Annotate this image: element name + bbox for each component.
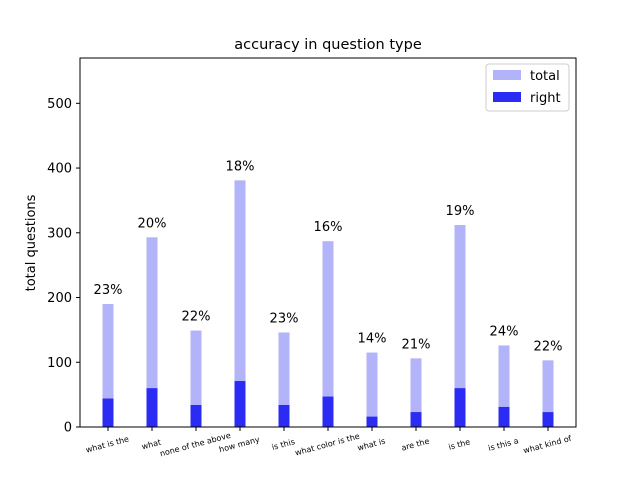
bar-right-1	[146, 388, 158, 427]
bar-right-8	[454, 388, 466, 427]
y-tick-label-5: 500	[47, 97, 72, 112]
legend-swatch-total	[493, 70, 521, 80]
data-label-3: 18%	[226, 159, 255, 174]
legend-swatch-right	[493, 92, 521, 102]
y-tick-label-1: 100	[47, 356, 72, 371]
chart-title: accuracy in question type	[234, 37, 422, 53]
bar-total-3	[234, 180, 246, 427]
bar-right-3	[234, 381, 246, 427]
bar-total-4	[278, 332, 290, 427]
bar-right-2	[190, 404, 202, 427]
bar-total-10	[542, 360, 554, 427]
data-label-7: 21%	[402, 337, 431, 352]
bar-total-1	[146, 237, 158, 427]
bar-total-9	[498, 345, 510, 427]
y-axis: 0 100 200 300 400 500	[47, 97, 80, 436]
data-label-9: 24%	[490, 324, 519, 339]
data-label-5: 16%	[314, 220, 343, 235]
bar-total-0	[102, 304, 114, 427]
data-label-4: 23%	[270, 311, 299, 326]
plot-frame	[79, 57, 577, 428]
data-label-8: 19%	[446, 204, 475, 219]
bars-group	[102, 180, 554, 427]
bar-total-5	[322, 241, 334, 427]
bar-total-7	[410, 358, 422, 427]
bar-right-10	[542, 412, 554, 427]
data-label-6: 14%	[358, 332, 387, 347]
bar-right-4	[278, 404, 290, 427]
y-axis-label: total questions	[24, 194, 39, 291]
legend: total right	[485, 63, 570, 112]
data-label-1: 20%	[138, 216, 167, 231]
bar-total-8	[454, 225, 466, 427]
data-labels-group: 23% 20% 22% 18% 23% 16% 14% 21% 19% 24% 22%	[94, 159, 563, 354]
data-label-0: 23%	[94, 283, 123, 298]
legend-label-right: right	[530, 91, 561, 106]
bar-right-6	[366, 416, 378, 427]
y-tick-label-3: 300	[47, 226, 72, 241]
y-tick-label-2: 200	[47, 291, 72, 306]
bar-total-6	[366, 352, 378, 427]
bar-right-5	[322, 396, 334, 427]
bar-right-7	[410, 412, 422, 427]
data-label-2: 22%	[182, 310, 211, 325]
y-tick-label-4: 400	[47, 162, 72, 177]
y-tick-label-0: 0	[64, 421, 72, 436]
data-label-10: 22%	[534, 339, 563, 354]
bar-right-9	[498, 406, 510, 427]
bar-right-0	[102, 398, 114, 427]
legend-label-total: total	[530, 69, 560, 84]
bar-total-2	[190, 330, 202, 427]
